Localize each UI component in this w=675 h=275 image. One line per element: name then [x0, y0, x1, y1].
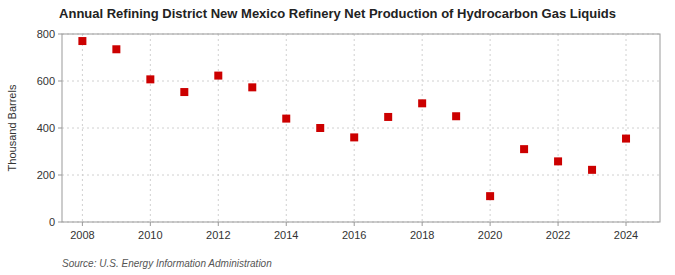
point: [214, 72, 222, 80]
x-tick: [626, 222, 627, 226]
x-tick: [354, 222, 355, 226]
title: Annual Refining District New Mexico Refi…: [59, 6, 616, 21]
x-tick: [150, 222, 151, 226]
x-tick-label: 2020: [478, 229, 502, 241]
point: [520, 145, 528, 153]
x-tick: [82, 222, 83, 226]
x-grid-line: [218, 34, 219, 222]
point: [384, 113, 392, 121]
x-tick-label: 2008: [70, 229, 94, 241]
point: [282, 115, 290, 123]
x-tick-label: 2018: [410, 229, 434, 241]
points: [78, 37, 630, 200]
y-tick: [58, 34, 62, 35]
background: [0, 0, 675, 275]
y-grid-line: [62, 175, 660, 176]
point: [112, 45, 120, 53]
x-tick: [558, 222, 559, 226]
y-tick: [58, 175, 62, 176]
x-tick: [218, 222, 219, 226]
x-tick-label: 2012: [206, 229, 230, 241]
point: [554, 157, 562, 165]
point: [180, 88, 188, 96]
y-tick: [58, 81, 62, 82]
point: [248, 83, 256, 91]
y-tick-label: 200: [37, 169, 55, 181]
source-note: Source: U.S. Energy Information Administ…: [62, 258, 272, 269]
point: [78, 37, 86, 45]
x-tick-label: 2022: [546, 229, 570, 241]
point: [146, 75, 154, 83]
x-tick: [286, 222, 287, 226]
y-tick-label: 800: [37, 28, 55, 40]
grid: [62, 34, 660, 222]
y-tick-label: 600: [37, 75, 55, 87]
x-grid-line: [422, 34, 423, 222]
y-tick-label: 400: [37, 122, 55, 134]
point: [350, 133, 358, 141]
y-tick: [58, 128, 62, 129]
x-grid-line: [558, 34, 559, 222]
chart-container: Annual Refining District New Mexico Refi…: [0, 0, 675, 275]
x-tick-label: 2014: [274, 229, 298, 241]
x-tick-label: 2016: [342, 229, 366, 241]
y-tick: [58, 222, 62, 223]
x-grid-line: [150, 34, 151, 222]
x-tick-label: 2010: [138, 229, 162, 241]
y-tick-label: 0: [49, 216, 55, 228]
y-axis-label: Thousand Barrels: [6, 84, 18, 171]
chart-svg: Annual Refining District New Mexico Refi…: [0, 0, 675, 275]
x-tick: [490, 222, 491, 226]
point: [622, 135, 630, 143]
point: [452, 112, 460, 120]
x-grid-line: [286, 34, 287, 222]
point: [418, 99, 426, 107]
point: [486, 192, 494, 200]
y-grid-line: [62, 128, 660, 129]
x-grid-line: [626, 34, 627, 222]
x-grid-line: [82, 34, 83, 222]
point: [316, 124, 324, 132]
x-tick: [422, 222, 423, 226]
x-tick-label: 2024: [614, 229, 638, 241]
point: [588, 166, 596, 174]
x-grid-line: [354, 34, 355, 222]
plot-frame: [62, 34, 660, 222]
